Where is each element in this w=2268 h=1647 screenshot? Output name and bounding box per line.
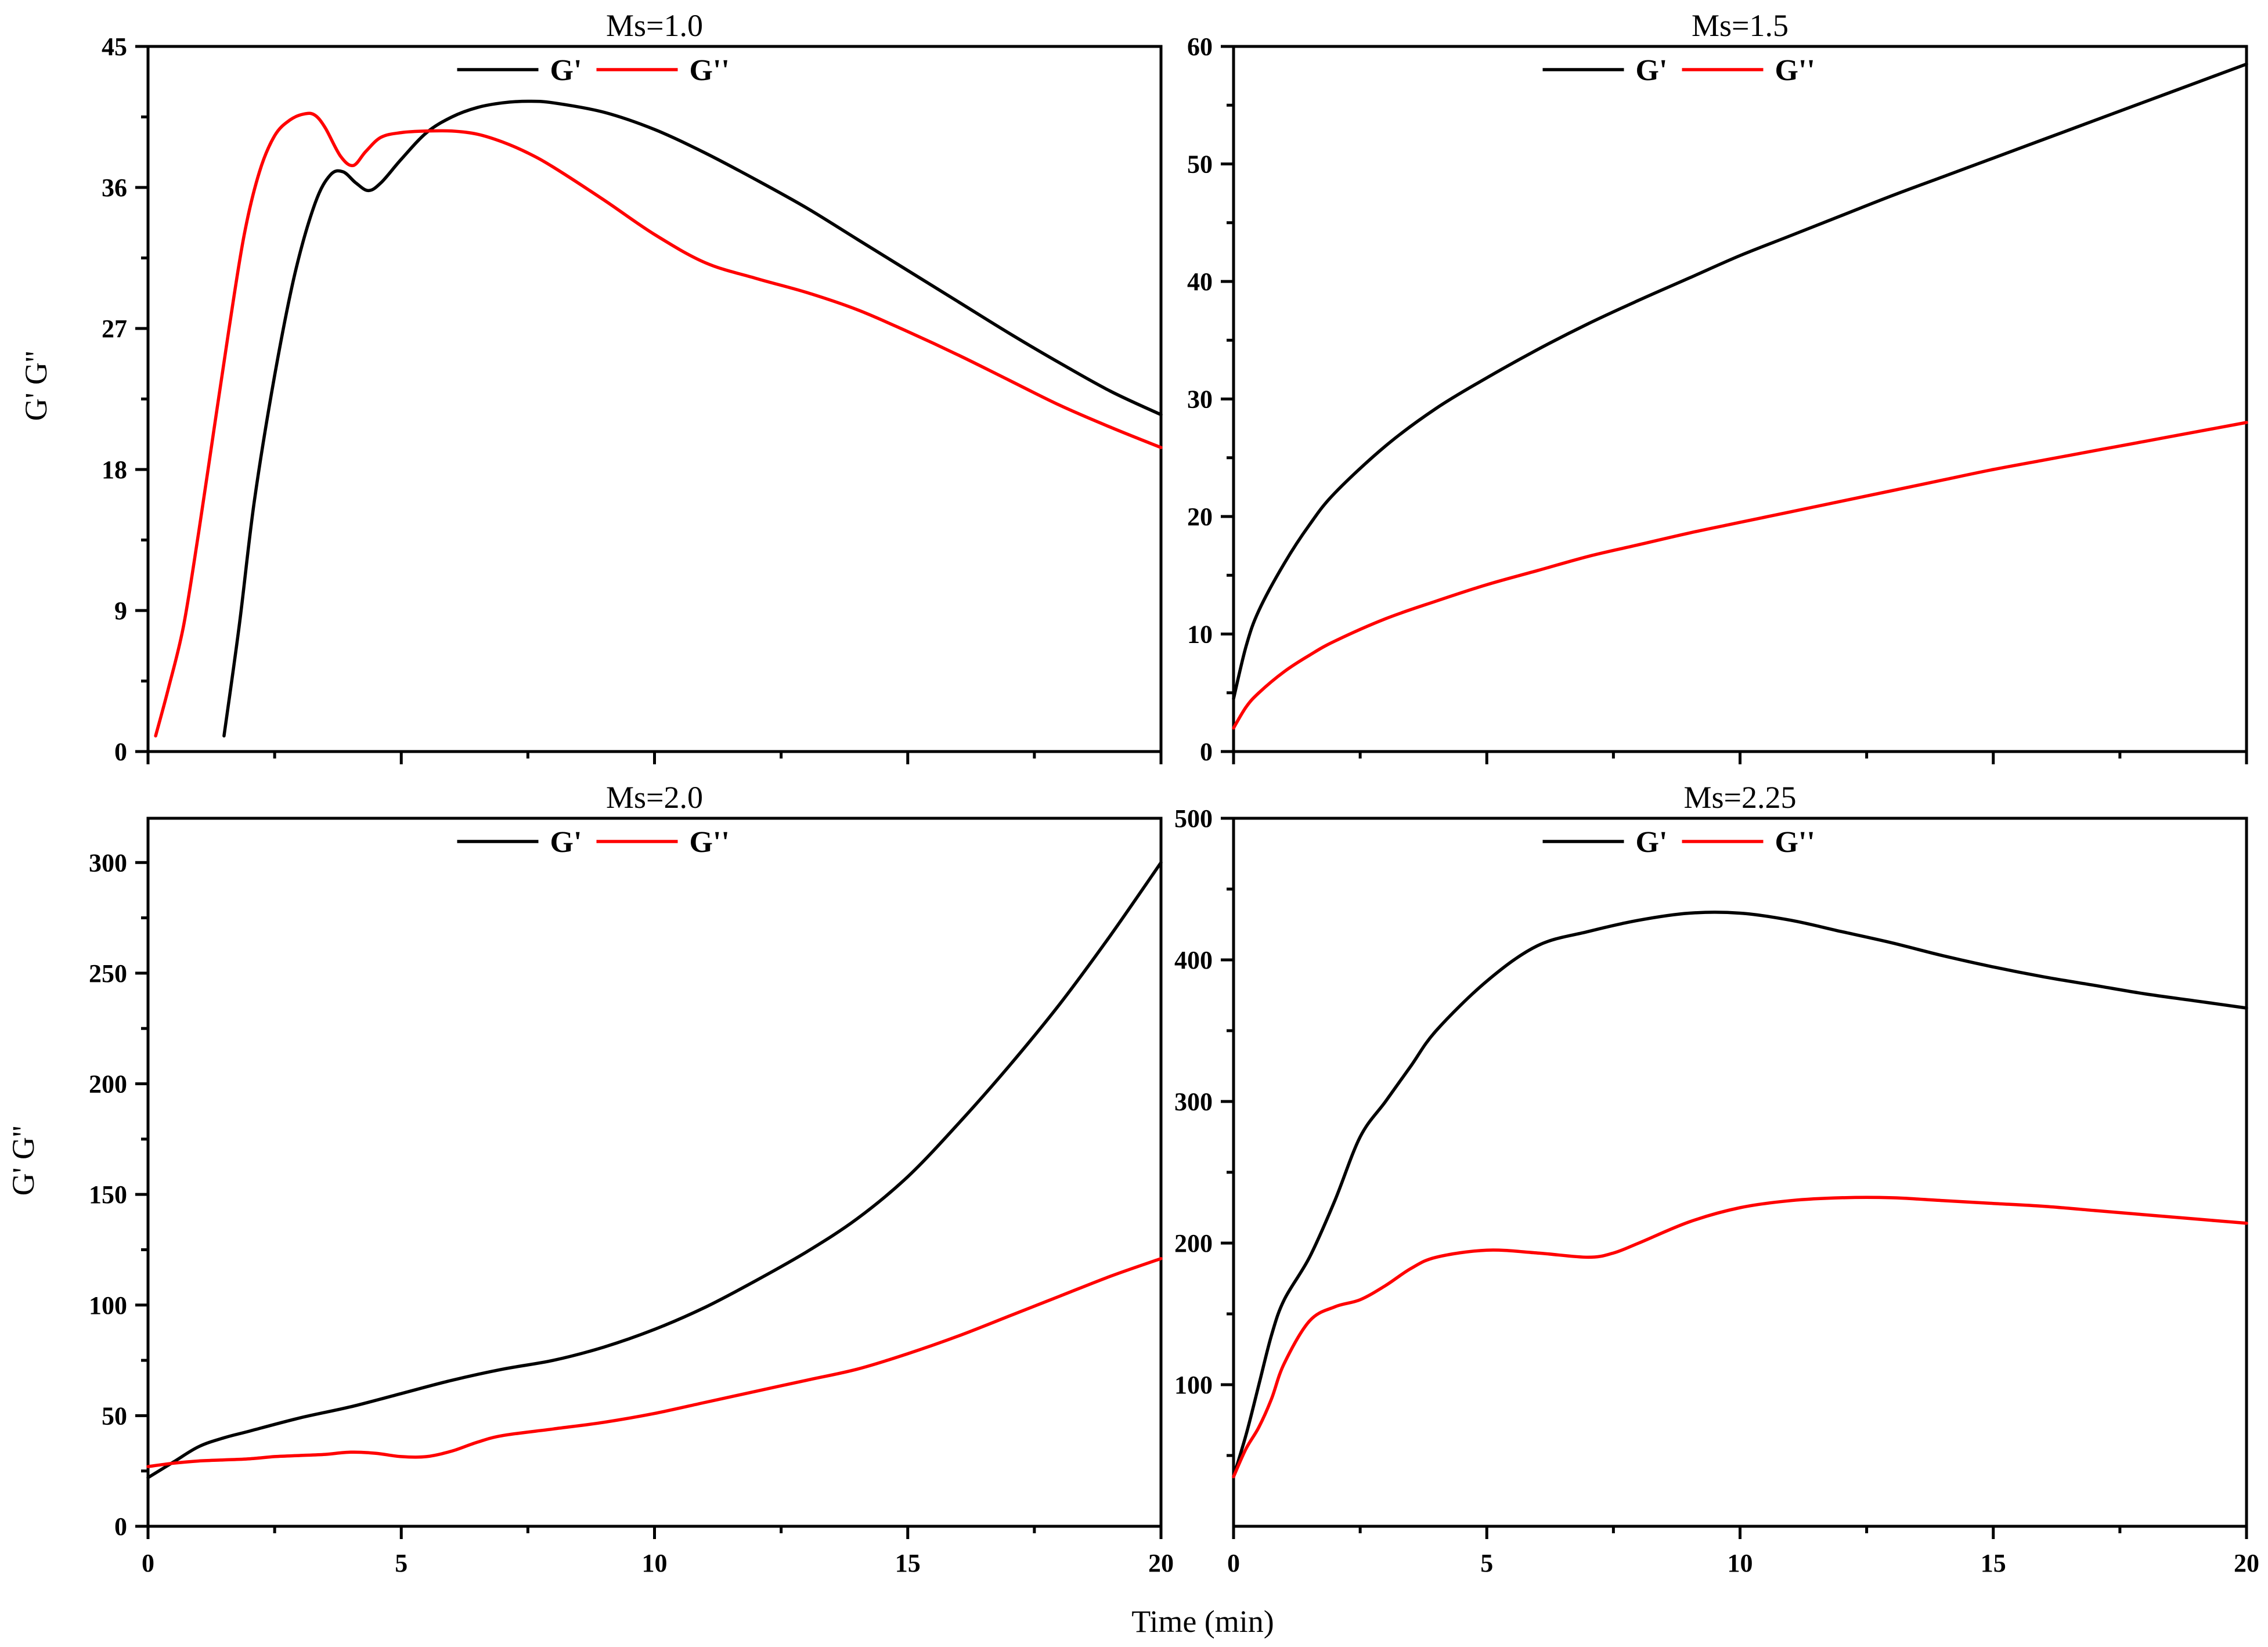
x-tick-label: 0 (142, 1549, 154, 1577)
shared-ylabel-top: G' G'' (19, 351, 53, 421)
panel-title: Ms=2.0 (606, 780, 703, 815)
plot-frame (146, 45, 1163, 753)
legend-g-double-prime-label: G'' (1775, 54, 1815, 87)
legend-g-double-prime-label: G'' (690, 826, 730, 859)
legend-g-double-prime-label: G'' (1775, 826, 1815, 859)
x-tick-label: 5 (1480, 1549, 1493, 1577)
y-tick-label: 18 (102, 456, 127, 484)
y-tick-label: 0 (1200, 738, 1213, 766)
legend-g-prime-label: G' (1636, 54, 1668, 87)
y-tick-label: 100 (89, 1291, 127, 1320)
chart-panel-ms-1-0: Ms=1.0 0 9 18 27 36 45 G' G'' (102, 8, 1163, 766)
legend-g-prime-label: G' (550, 54, 582, 87)
y-tick-label: 150 (89, 1180, 127, 1209)
series-line-g-double-prime (154, 111, 1163, 738)
legend-g-prime-label: G' (1636, 826, 1668, 859)
y-tick-label: 300 (89, 848, 127, 877)
y-tick-label: 9 (114, 597, 127, 625)
x-tick-label: 15 (895, 1549, 921, 1577)
plot-frame (1232, 45, 2248, 753)
x-tick-label: 20 (2234, 1549, 2259, 1577)
series-line-g-prime (222, 99, 1163, 738)
shared-xlabel: Time (min) (1131, 1604, 1274, 1639)
series-line-g-prime (1232, 911, 2248, 1479)
x-tick-label: 15 (1981, 1549, 2006, 1577)
plot-frame (146, 817, 1163, 1528)
series-line-g-prime (146, 861, 1163, 1479)
x-tick-label: 20 (1148, 1549, 1174, 1577)
chart-panel-ms-1-5: Ms=1.5 0 10 20 30 40 50 60 G' G'' (1187, 8, 2248, 766)
series-line-g-double-prime (1232, 1195, 2248, 1479)
series-line-g-prime (1232, 62, 2248, 700)
y-tick-label: 50 (102, 1402, 127, 1430)
y-tick-label: 45 (102, 32, 127, 61)
legend-g-double-prime-label: G'' (690, 54, 730, 87)
y-tick-label: 27 (102, 315, 127, 343)
y-tick-label: 50 (1187, 150, 1213, 179)
y-tick-label: 250 (89, 959, 127, 988)
series-line-g-double-prime (1232, 421, 2248, 730)
panel-title: Ms=1.5 (1692, 8, 1789, 43)
plot-frame (1232, 817, 2248, 1528)
y-tick-label: 30 (1187, 385, 1213, 414)
legend-g-prime-label: G' (550, 826, 582, 859)
y-tick-label: 10 (1187, 620, 1213, 649)
y-tick-label: 20 (1187, 503, 1213, 531)
panel-title: Ms=1.0 (606, 8, 703, 43)
y-tick-label: 500 (1174, 804, 1213, 833)
y-tick-label: 100 (1174, 1371, 1213, 1399)
chart-panel-ms-2-0: Ms=2.0 0 50 100 150 200 250 300 0 5 10 15 20 G' G'' (89, 780, 1174, 1577)
shared-ylabel-bottom: G' G'' (6, 1126, 41, 1196)
panel-title: Ms=2.25 (1684, 780, 1797, 815)
y-tick-label: 300 (1174, 1088, 1213, 1116)
series-line-g-double-prime (146, 1256, 1163, 1468)
y-tick-label: 60 (1187, 32, 1213, 61)
y-tick-label: 200 (89, 1070, 127, 1099)
x-tick-label: 5 (395, 1549, 408, 1577)
x-tick-label: 10 (642, 1549, 668, 1577)
y-tick-label: 0 (114, 1512, 127, 1541)
y-tick-label: 36 (102, 174, 127, 202)
chart-panel-ms-2-25: Ms=2.25 100 200 300 400 500 0 5 10 15 20 G' G'' (1174, 780, 2259, 1577)
y-tick-label: 400 (1174, 946, 1213, 974)
y-tick-label: 200 (1174, 1229, 1213, 1258)
y-tick-label: 40 (1187, 268, 1213, 296)
x-tick-label: 0 (1227, 1549, 1240, 1577)
x-tick-label: 10 (1728, 1549, 1753, 1577)
y-tick-label: 0 (114, 738, 127, 766)
